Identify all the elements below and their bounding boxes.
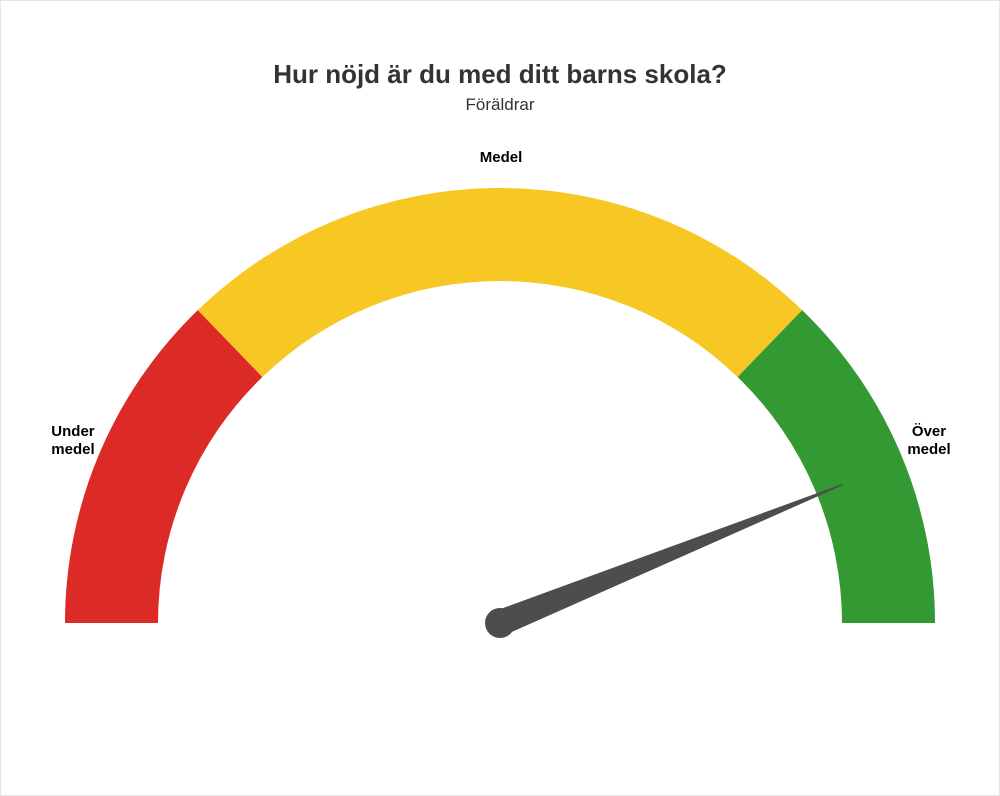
- gauge-chart: [63, 186, 937, 651]
- gauge-segment-over_medel: [738, 310, 935, 623]
- segment-label-medel: Medel: [456, 149, 546, 168]
- gauge-pivot: [485, 608, 515, 638]
- gauge-needle: [495, 484, 843, 635]
- chart-frame: Hur nöjd är du med ditt barns skola? För…: [0, 0, 1000, 796]
- gauge-segment-medel: [198, 188, 802, 377]
- chart-subtitle: Föräldrar: [1, 95, 999, 115]
- segment-label-under-medel: Under medel: [28, 423, 118, 461]
- chart-title: Hur nöjd är du med ditt barns skola?: [1, 59, 999, 90]
- segment-label-over-medel: Över medel: [884, 423, 974, 461]
- gauge-container: [1, 186, 999, 651]
- gauge-segment-under_medel: [65, 310, 262, 623]
